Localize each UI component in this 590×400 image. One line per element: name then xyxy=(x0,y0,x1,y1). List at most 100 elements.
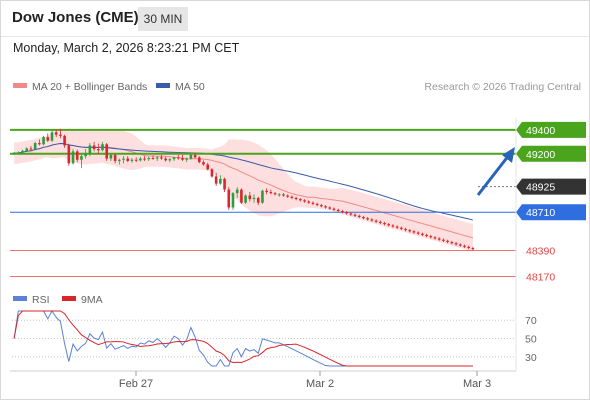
candle xyxy=(109,153,113,161)
resistance-label-49400: 49400 xyxy=(526,125,555,137)
candle xyxy=(400,226,403,231)
candle xyxy=(412,230,416,234)
candle xyxy=(92,141,96,152)
candle xyxy=(303,199,306,203)
level-labels: 49400 49200 48925 48710 48390 48170 xyxy=(516,121,586,284)
candle xyxy=(155,156,159,161)
rsi-ma-legend-swatch xyxy=(62,296,76,301)
legend-row: MA 20 + Bollinger Bands MA 50 Research ©… xyxy=(13,81,581,93)
x-axis: Feb 27 Mar 2 Mar 3 xyxy=(119,371,491,390)
candle xyxy=(370,218,374,222)
candle xyxy=(273,191,277,196)
candle xyxy=(25,147,29,152)
candle xyxy=(387,222,391,227)
candle xyxy=(467,245,470,250)
candle xyxy=(71,149,75,165)
candle xyxy=(357,214,361,219)
instrument-title: Dow Jones (CME) xyxy=(12,9,139,26)
research-credit: Research © 2026 Trading Central xyxy=(424,81,581,93)
ma50-legend-swatch xyxy=(156,83,170,88)
candle xyxy=(126,156,130,163)
candle xyxy=(471,246,475,251)
candle xyxy=(118,158,121,165)
rsi-tick-30: 30 xyxy=(525,352,537,364)
candle xyxy=(458,243,462,247)
candle xyxy=(324,205,327,209)
last-price-box xyxy=(516,178,586,195)
candle xyxy=(366,217,369,221)
candle xyxy=(139,156,142,162)
candle xyxy=(282,193,285,197)
candle xyxy=(88,143,92,157)
resistance-label-49200: 49200 xyxy=(526,149,555,161)
candle xyxy=(105,143,109,161)
candle xyxy=(454,242,458,246)
support-label-48170: 48170 xyxy=(526,272,555,284)
candle xyxy=(113,153,117,164)
candle xyxy=(421,232,424,237)
candle xyxy=(345,211,348,215)
candle xyxy=(223,177,226,192)
candle xyxy=(463,244,466,249)
candle xyxy=(84,149,87,159)
x-tick-label: Mar 2 xyxy=(306,378,334,390)
candle xyxy=(185,157,188,163)
ma20-legend-swatch xyxy=(13,83,27,88)
x-tick-label: Feb 27 xyxy=(119,378,153,390)
support-label-48390: 48390 xyxy=(526,245,555,257)
candle xyxy=(416,231,420,235)
candle xyxy=(219,175,222,185)
chart-header: Dow Jones (CME) 30 MIN xyxy=(0,0,590,37)
candle xyxy=(240,188,243,204)
candle xyxy=(362,215,365,220)
candle xyxy=(248,191,252,202)
candle xyxy=(134,157,138,163)
candle xyxy=(311,201,315,206)
candle xyxy=(286,194,290,198)
candle xyxy=(383,221,386,226)
candle xyxy=(96,143,100,154)
candle xyxy=(21,149,24,154)
rsi-legend-label: RSI xyxy=(32,294,50,306)
candle xyxy=(252,194,256,203)
candle xyxy=(395,225,399,229)
candle xyxy=(433,236,437,240)
candle xyxy=(202,160,205,166)
candle xyxy=(290,195,294,200)
candle xyxy=(160,154,163,160)
rsi-tick-70: 70 xyxy=(525,315,537,327)
candles xyxy=(12,128,475,251)
candle xyxy=(437,237,441,241)
candle xyxy=(408,228,412,233)
candle xyxy=(176,154,180,160)
candle xyxy=(101,141,104,152)
candle xyxy=(42,135,45,146)
candle xyxy=(336,208,340,213)
ma50-legend-label: MA 50 xyxy=(175,81,205,93)
candle xyxy=(374,219,378,223)
candle xyxy=(353,213,357,218)
candle xyxy=(130,157,134,163)
timeframe-button[interactable]: 30 MIN xyxy=(138,7,188,31)
candle xyxy=(256,196,260,206)
candle xyxy=(54,129,58,138)
candle xyxy=(193,153,197,159)
candle xyxy=(181,154,184,161)
candle xyxy=(172,156,176,161)
candle xyxy=(63,134,66,148)
candle xyxy=(214,172,218,186)
candle xyxy=(269,189,273,195)
candle xyxy=(265,188,268,195)
candle xyxy=(315,202,319,207)
projection-arrow xyxy=(476,147,515,196)
candle xyxy=(328,206,332,210)
candle xyxy=(147,156,151,161)
candle xyxy=(231,191,235,210)
projection-arrow-line xyxy=(476,154,511,196)
candle xyxy=(261,189,264,204)
candle xyxy=(429,234,433,239)
candle xyxy=(168,157,172,163)
x-tick-label: Mar 3 xyxy=(463,378,491,390)
